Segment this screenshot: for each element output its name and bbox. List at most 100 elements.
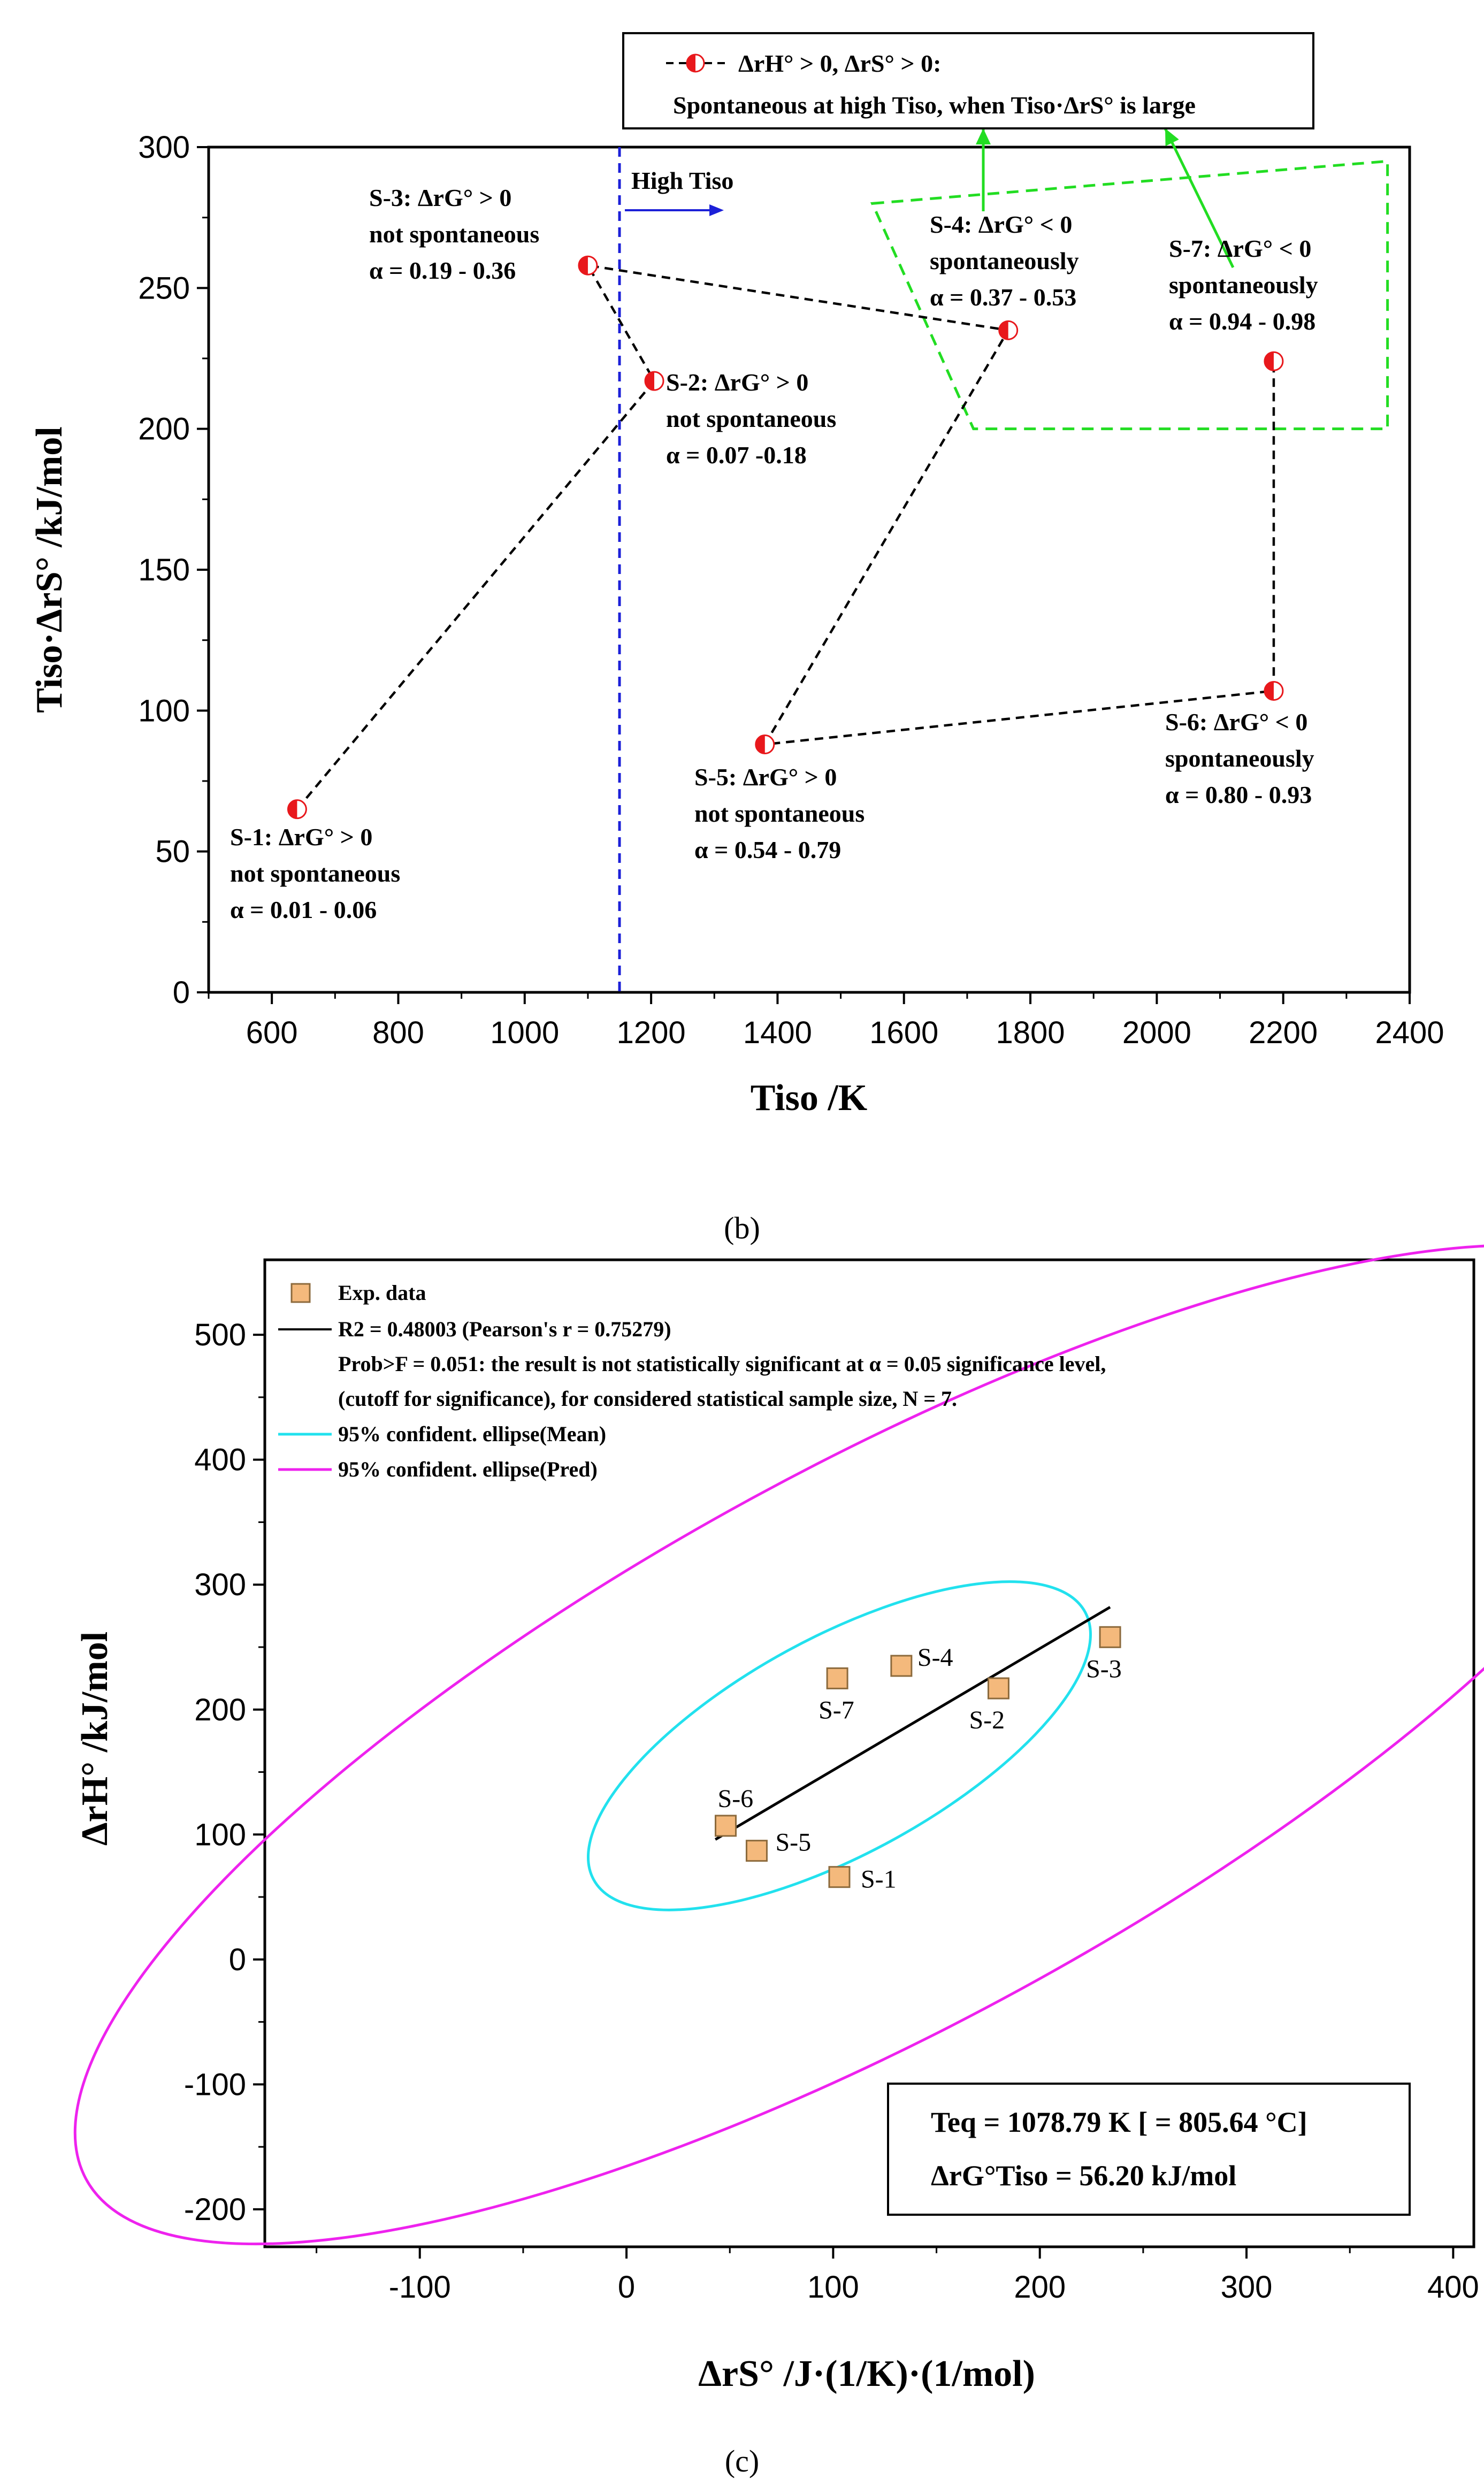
point-label-line: S-5: ΔrG° > 0 bbox=[694, 763, 837, 791]
data-square-s-2 bbox=[987, 1677, 1009, 1700]
panel-b-ticks: 600 800 1000 1200 1400 1600 1800 2000 2200 2400 0 5… bbox=[138, 130, 1444, 1050]
point-label-s-5: S-5: ΔrG° > 0 not spontaneous α = 0.54 - 0… bbox=[694, 763, 865, 863]
point-label-s-4: S-4 bbox=[917, 1643, 953, 1672]
point-label-s-1: S-1: ΔrG° > 0 not spontaneous α = 0.01 - 0… bbox=[230, 823, 400, 923]
point-marker-s-3-fill bbox=[578, 256, 588, 275]
point-label-line: S-4: ΔrG° < 0 bbox=[930, 211, 1072, 238]
x-tick-label: 1000 bbox=[490, 1015, 559, 1050]
equilibrium-temperature: Teq = 1078.79 K [ = 805.64 °C] bbox=[931, 2106, 1307, 2138]
point-label-s-2: S-2 bbox=[969, 1706, 1005, 1734]
point-label-s-3: S-3: ΔrG° > 0 not spontaneous α = 0.19 - 0… bbox=[369, 184, 539, 284]
prediction-ellipse bbox=[73, 1244, 1484, 2246]
point-marker-s-7-fill bbox=[1264, 352, 1274, 371]
legend-pred-ellipse: 95% confident. ellipse(Pred) bbox=[338, 1457, 598, 1481]
data-square-s-1 bbox=[828, 1866, 851, 1888]
point-label-line: S-3: ΔrG° > 0 bbox=[369, 184, 511, 211]
x-tick-label: 1200 bbox=[617, 1015, 686, 1050]
panel-b-legend-frame bbox=[622, 32, 1314, 129]
point-label-s-6: S-6: ΔrG° < 0 spontaneously α = 0.80 - 0.9… bbox=[1165, 708, 1314, 808]
point-label-line: α = 0.19 - 0.36 bbox=[369, 257, 516, 284]
point-label-line: α = 0.01 - 0.06 bbox=[230, 896, 377, 923]
legend-prob-f: Prob>F = 0.051: the result is not statis… bbox=[338, 1352, 1106, 1376]
panel-b-caption: (b) bbox=[724, 1211, 760, 1245]
legend-marker-half bbox=[687, 55, 695, 72]
data-square-s-5 bbox=[745, 1840, 768, 1862]
spontaneous-region-box bbox=[870, 159, 1389, 431]
data-square-s-3 bbox=[1099, 1626, 1121, 1648]
y-tick-label: 400 bbox=[194, 1443, 246, 1478]
legend-pointer-arrows bbox=[976, 127, 1235, 269]
point-label-line: S-7: ΔrG° < 0 bbox=[1169, 235, 1311, 262]
panel-c-caption: (c) bbox=[725, 2444, 759, 2478]
legend-square-icon bbox=[290, 1283, 311, 1303]
panel-b-chart: 600 800 1000 1200 1400 1600 1800 2000 2200 2400 0 5… bbox=[29, 32, 1444, 1245]
legend-exp-data: Exp. data bbox=[338, 1281, 426, 1305]
panel-c-ticks: -100 0 100 200 300 400 -200 -100 0 100 200 300 400 50… bbox=[184, 1318, 1479, 2305]
point-label-line: spontaneously bbox=[1169, 271, 1318, 299]
point-label-s-1: S-1 bbox=[861, 1865, 897, 1894]
x-tick-label: 300 bbox=[1221, 2270, 1273, 2305]
point-label-s-7: S-7: ΔrG° < 0 spontaneously α = 0.94 - 0.9… bbox=[1169, 235, 1318, 335]
point-label-line: S-1: ΔrG° > 0 bbox=[230, 823, 372, 851]
data-square-s-6 bbox=[715, 1815, 737, 1837]
panel-c-points bbox=[715, 1626, 1121, 1888]
point-label-line: not spontaneous bbox=[694, 800, 865, 827]
point-marker-s-4-fill bbox=[999, 321, 1008, 340]
point-label-line: not spontaneous bbox=[666, 405, 836, 432]
legend-mean-ellipse: 95% confident. ellipse(Mean) bbox=[338, 1422, 606, 1446]
point-marker-s-5-fill bbox=[755, 735, 765, 754]
panel-c-x-axis-title: ΔrS° /J·(1/K)·(1/mol) bbox=[698, 2353, 1035, 2394]
y-tick-label: 200 bbox=[194, 1693, 246, 1727]
equilibrium-annotation-frame bbox=[887, 2083, 1411, 2216]
point-label-s-7: S-7 bbox=[819, 1696, 854, 1724]
gibbs-energy-value: ΔrG°Tiso = 56.20 kJ/mol bbox=[931, 2160, 1236, 2192]
panel-c-point-labels: S-1 S-2 S-3 S-4 S-5 S-6 S-7 bbox=[718, 1643, 1122, 1894]
point-label-s-4: S-4: ΔrG° < 0 spontaneously α = 0.37 - 0.5… bbox=[930, 211, 1079, 311]
high-tiso-label: High Tiso bbox=[631, 167, 733, 194]
x-tick-label: 600 bbox=[246, 1015, 298, 1050]
green-pointer-head bbox=[976, 128, 991, 144]
y-tick-label: -200 bbox=[184, 2192, 246, 2227]
y-tick-label: 150 bbox=[138, 553, 190, 587]
mean-ellipse bbox=[587, 1580, 1092, 1911]
point-label-s-2: S-2: ΔrG° > 0 not spontaneous α = 0.07 -0.… bbox=[666, 369, 836, 469]
point-marker-s-2-fill bbox=[645, 372, 655, 391]
point-label-line: spontaneously bbox=[930, 247, 1079, 274]
legend-cutoff: (cutoff for significance), for considere… bbox=[338, 1387, 957, 1411]
y-tick-label: -100 bbox=[184, 2067, 246, 2102]
panel-b-legend: ΔrH° > 0, ΔrS° > 0: Spontaneous at high … bbox=[622, 32, 1314, 129]
x-tick-label: 2200 bbox=[1249, 1015, 1318, 1050]
y-tick-label: 0 bbox=[173, 975, 190, 1010]
point-label-line: α = 0.07 -0.18 bbox=[666, 441, 807, 469]
y-tick-label: 250 bbox=[138, 271, 190, 305]
legend-r-squared: R2 = 0.48003 (Pearson's r = 0.75279) bbox=[338, 1317, 671, 1341]
x-tick-label: 1800 bbox=[996, 1015, 1065, 1050]
panel-b-point-labels: S-1: ΔrG° > 0 not spontaneous α = 0.01 - 0… bbox=[230, 184, 1318, 923]
panel-c-y-axis-title: ΔrH° /kJ/mol bbox=[74, 1632, 116, 1846]
regression-fit-line bbox=[714, 1606, 1111, 1841]
y-tick-label: 100 bbox=[194, 1817, 246, 1852]
green-pointer-line bbox=[1164, 127, 1235, 269]
x-tick-label: 400 bbox=[1427, 2270, 1479, 2305]
y-tick-label: 300 bbox=[138, 130, 190, 165]
legend-line-2: Spontaneous at high Tiso, when Tiso·ΔrS°… bbox=[673, 91, 1196, 119]
y-tick-label: 300 bbox=[194, 1567, 246, 1602]
point-label-s-6: S-6 bbox=[718, 1785, 754, 1813]
x-tick-label: 200 bbox=[1014, 2270, 1066, 2305]
panel-c-plot-frame bbox=[263, 1258, 1475, 2248]
data-square-s-7 bbox=[826, 1667, 848, 1689]
panel-b-x-axis-title: Tiso /K bbox=[751, 1077, 868, 1119]
x-tick-label: 800 bbox=[372, 1015, 424, 1050]
panel-b-y-axis-title: Tiso·ΔrS° /kJ/mol bbox=[29, 426, 70, 713]
equilibrium-annotation: Teq = 1078.79 K [ = 805.64 °C] ΔrG°Tiso … bbox=[887, 2083, 1411, 2216]
y-tick-label: 0 bbox=[229, 1942, 246, 1977]
legend-line-1: ΔrH° > 0, ΔrS° > 0: bbox=[738, 50, 941, 77]
point-label-line: α = 0.94 - 0.98 bbox=[1169, 308, 1315, 335]
data-square-s-4 bbox=[890, 1655, 913, 1677]
x-tick-label: 2000 bbox=[1122, 1015, 1191, 1050]
x-tick-label: 1400 bbox=[743, 1015, 812, 1050]
point-label-line: not spontaneous bbox=[230, 860, 400, 887]
x-tick-label: 0 bbox=[618, 2270, 635, 2305]
